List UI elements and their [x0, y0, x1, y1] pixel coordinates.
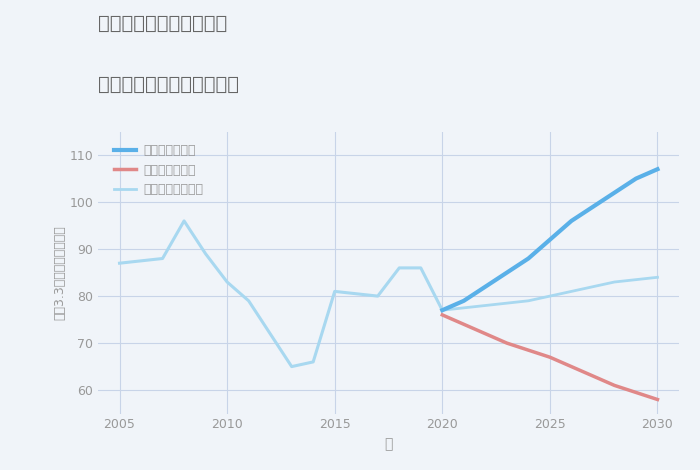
バッドシナリオ [589, 373, 597, 379]
ノーマルシナリオ [589, 284, 597, 290]
バッドシナリオ [460, 321, 468, 327]
グッドシナリオ [632, 176, 640, 181]
グッドシナリオ [610, 190, 619, 196]
Line: バッドシナリオ: バッドシナリオ [442, 315, 657, 400]
Line: ノーマルシナリオ: ノーマルシナリオ [442, 277, 657, 310]
グッドシナリオ [524, 256, 533, 261]
バッドシナリオ [524, 347, 533, 353]
バッドシナリオ [567, 364, 575, 369]
Y-axis label: 坪（3.3㎡）単価（万円）: 坪（3.3㎡）単価（万円） [53, 225, 66, 320]
グッドシナリオ [481, 284, 489, 290]
ノーマルシナリオ [460, 305, 468, 311]
Text: 愛知県常滑市井戸田町の: 愛知県常滑市井戸田町の [98, 14, 228, 33]
グッドシナリオ [653, 166, 662, 172]
ノーマルシナリオ [610, 279, 619, 285]
ノーマルシナリオ [438, 307, 447, 313]
バッドシナリオ [653, 397, 662, 402]
グッドシナリオ [589, 204, 597, 210]
ノーマルシナリオ [503, 300, 511, 306]
バッドシナリオ [481, 331, 489, 337]
Line: グッドシナリオ: グッドシナリオ [442, 169, 657, 310]
グッドシナリオ [460, 298, 468, 304]
ノーマルシナリオ [524, 298, 533, 304]
ノーマルシナリオ [632, 277, 640, 282]
バッドシナリオ [503, 340, 511, 346]
バッドシナリオ [438, 312, 447, 318]
Text: 中古マンションの価格推移: 中古マンションの価格推移 [98, 75, 239, 94]
グッドシナリオ [438, 307, 447, 313]
X-axis label: 年: 年 [384, 437, 393, 451]
グッドシナリオ [503, 270, 511, 275]
ノーマルシナリオ [567, 289, 575, 294]
Legend: グッドシナリオ, バッドシナリオ, ノーマルシナリオ: グッドシナリオ, バッドシナリオ, ノーマルシナリオ [110, 141, 208, 200]
バッドシナリオ [632, 390, 640, 395]
バッドシナリオ [610, 383, 619, 388]
グッドシナリオ [567, 218, 575, 224]
ノーマルシナリオ [546, 293, 554, 299]
バッドシナリオ [546, 354, 554, 360]
グッドシナリオ [546, 237, 554, 243]
ノーマルシナリオ [653, 274, 662, 280]
ノーマルシナリオ [481, 303, 489, 308]
